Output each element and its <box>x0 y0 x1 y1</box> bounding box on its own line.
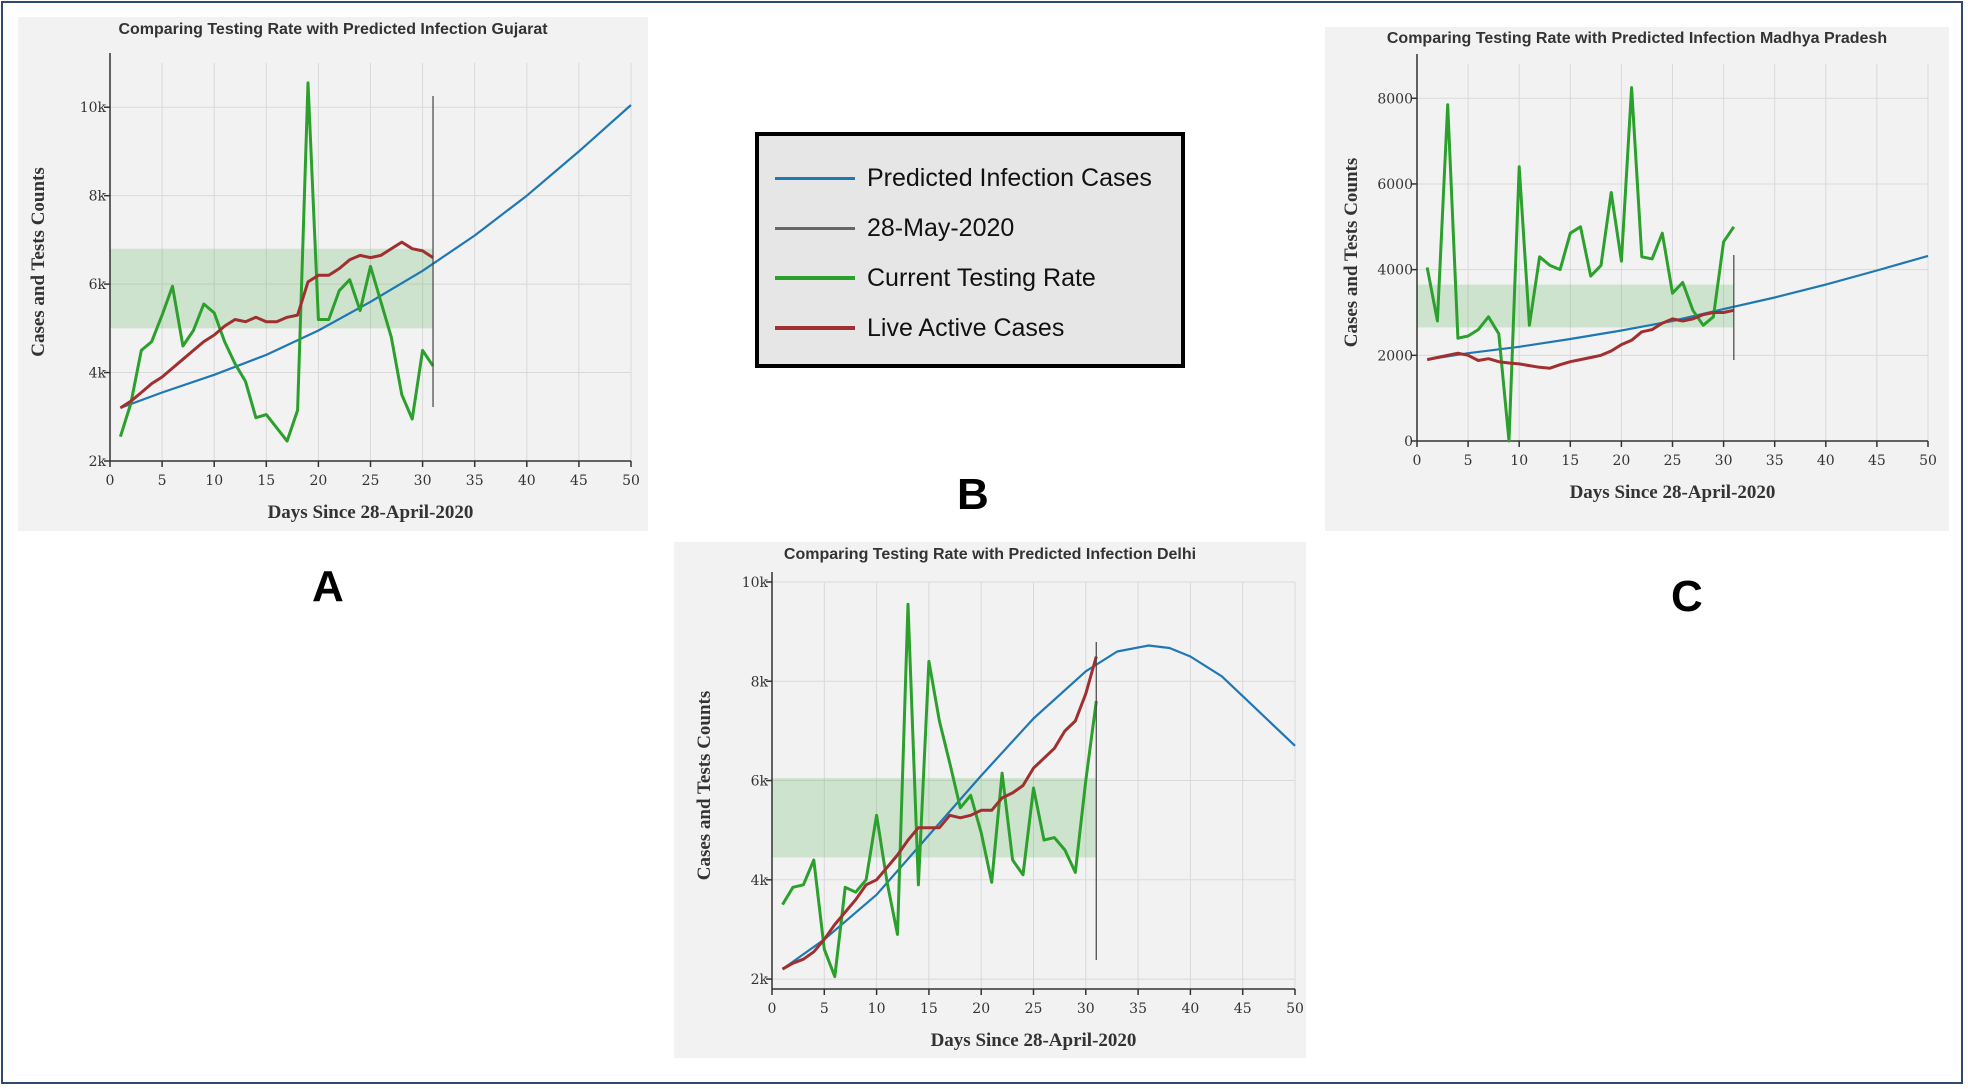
legend-label: Current Testing Rate <box>867 263 1096 292</box>
x-axis-label: Days Since 28-April-2020 <box>268 502 474 523</box>
x-tick-label: 45 <box>1234 1001 1252 1017</box>
live-active-line <box>781 656 1098 971</box>
x-axis-label: Days Since 28-April-2020 <box>1570 482 1776 503</box>
y-axis-label: Cases and Tests Counts <box>694 691 715 881</box>
y-tick-label: 6000 <box>1377 177 1413 193</box>
x-tick-label: 10 <box>868 1001 886 1017</box>
x-tick-label: 45 <box>1868 453 1886 469</box>
x-tick-label: 15 <box>1561 453 1579 469</box>
x-tick-label: 0 <box>106 473 115 489</box>
y-tick-label: 4000 <box>1377 263 1413 279</box>
x-tick-label: 30 <box>1077 1001 1095 1017</box>
x-tick-label: 40 <box>1181 1001 1199 1017</box>
y-axis-label: Cases and Tests Counts <box>1341 158 1362 348</box>
chart-gujarat: Comparing Testing Rate with Predicted In… <box>18 17 648 531</box>
y-tick-label: 0 <box>1404 434 1413 450</box>
x-tick-label: 50 <box>1286 1001 1304 1017</box>
x-tick-label: 20 <box>972 1001 990 1017</box>
testing-range-band <box>110 248 434 329</box>
x-tick-label: 20 <box>1612 453 1630 469</box>
chart-gujarat-svg: 0 5 10 15 20 25 30 35 40 45 50 2k 4k 6k 8k 10k Days Sinc… <box>28 53 640 523</box>
x-tick-label: 30 <box>1715 453 1733 469</box>
chart-title: Comparing Testing Rate with Predicted In… <box>783 546 1197 563</box>
legend-label: 28-May-2020 <box>867 213 1015 242</box>
current-testing-line <box>118 81 435 443</box>
y-tick-label: 8000 <box>1377 91 1413 107</box>
chart-title: Comparing Testing Rate with Predicted In… <box>118 21 548 38</box>
legend-swatch-active <box>775 326 855 330</box>
legend-label: Live Active Cases <box>867 313 1065 342</box>
live-active-line <box>119 240 434 410</box>
x-tick-label: 0 <box>1413 453 1422 469</box>
y-tick-label: 4k <box>751 873 769 889</box>
panel-label-c: C <box>1671 572 1703 621</box>
x-tick-label: 40 <box>1817 453 1835 469</box>
legend-swatch-date <box>775 226 855 230</box>
legend-swatch-predicted <box>775 176 855 180</box>
testing-range-band <box>772 778 1097 858</box>
y-tick-label: 2k <box>89 454 107 470</box>
x-tick-label: 15 <box>257 473 275 489</box>
x-tick-label: 25 <box>1025 1001 1043 1017</box>
legend-item-predicted: Predicted Infection Cases <box>775 163 1152 193</box>
y-tick-label: 8k <box>89 189 107 205</box>
y-tick-label: 8k <box>751 674 769 690</box>
y-tick-label: 10k <box>742 575 769 591</box>
y-tick-label: 4k <box>89 366 107 382</box>
predicted-infection-line <box>120 104 632 409</box>
x-tick-label: 35 <box>1129 1001 1147 1017</box>
y-tick-label: 2000 <box>1377 348 1413 364</box>
predicted-infection-line <box>781 644 1296 970</box>
current-testing-line <box>781 602 1098 979</box>
x-tick-label: 25 <box>362 473 380 489</box>
chart-delhi: Comparing Testing Rate with Predicted In… <box>674 542 1306 1058</box>
legend-item-active: Live Active Cases <box>775 313 1064 343</box>
x-tick-label: 35 <box>466 473 484 489</box>
x-tick-label: 40 <box>518 473 536 489</box>
y-tick-label: 10k <box>80 100 107 116</box>
legend-label: Predicted Infection Cases <box>867 163 1152 192</box>
x-tick-label: 50 <box>622 473 640 489</box>
x-tick-label: 50 <box>1919 453 1937 469</box>
chart-madhya-pradesh: Comparing Testing Rate with Predicted In… <box>1325 27 1949 531</box>
predicted-infection-line <box>1427 254 1929 361</box>
panel-label-b: B <box>957 470 989 519</box>
y-tick-label: 6k <box>751 774 769 790</box>
x-axis-label: Days Since 28-April-2020 <box>931 1030 1137 1051</box>
legend-swatch-testing <box>775 276 855 280</box>
x-tick-label: 5 <box>1464 453 1473 469</box>
y-tick-label: 2k <box>751 972 769 988</box>
x-tick-label: 10 <box>205 473 223 489</box>
legend-item-testing: Current Testing Rate <box>775 263 1096 293</box>
x-tick-label: 25 <box>1664 453 1682 469</box>
x-tick-label: 15 <box>920 1001 938 1017</box>
x-tick-label: 35 <box>1766 453 1784 469</box>
y-tick-label: 6k <box>89 277 107 293</box>
x-tick-label: 20 <box>309 473 327 489</box>
x-tick-label: 5 <box>158 473 167 489</box>
x-tick-label: 0 <box>768 1001 777 1017</box>
chart-madhya-pradesh-svg: 0 5 10 15 20 25 30 35 40 45 50 0 2000 4000 6000 8000 Day… <box>1341 54 1937 503</box>
x-tick-label: 30 <box>414 473 432 489</box>
y-axis-label: Cases and Tests Counts <box>28 167 49 357</box>
panel-label-a: A <box>312 562 344 611</box>
chart-title: Comparing Testing Rate with Predicted In… <box>1386 30 1888 47</box>
x-tick-label: 5 <box>820 1001 829 1017</box>
x-tick-label: 10 <box>1510 453 1528 469</box>
x-tick-label: 45 <box>570 473 588 489</box>
live-active-line <box>1426 308 1735 370</box>
current-testing-line <box>1425 86 1736 443</box>
legend-item-date: 28-May-2020 <box>775 213 1014 243</box>
legend: Predicted Infection Cases 28-May-2020 Cu… <box>755 132 1185 368</box>
chart-delhi-svg: 0 5 10 15 20 25 30 35 40 45 50 2k 4k 6k 8k 10k Days Sinc… <box>694 572 1304 1051</box>
